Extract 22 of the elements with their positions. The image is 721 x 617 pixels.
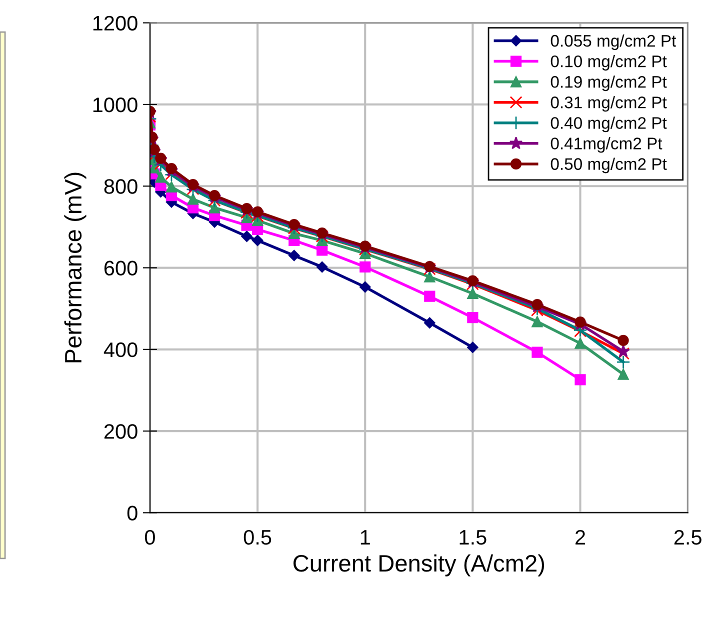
legend-label: 0.41mg/cm2 Pt (550, 137, 662, 153)
x-tick-label: 1.5 (460, 530, 486, 545)
x-tick-label: 2.5 (674, 530, 702, 545)
y-tick-label: 800 (104, 179, 138, 194)
x-axis-title: Current Density (A/cm2) (293, 554, 544, 576)
x-tick-label: 0 (144, 530, 155, 545)
x-tick-label: 0.5 (244, 530, 272, 545)
legend-label: 0.10 mg/cm2 Pt (550, 55, 667, 71)
y-tick-label: 200 (104, 424, 138, 439)
legend-label: 0.055 mg/cm2 Pt (550, 34, 676, 50)
y-tick-label: 1200 (93, 16, 138, 31)
y-tick-label: 0 (127, 506, 138, 520)
legend-label: 0.19 mg/cm2 Pt (550, 76, 667, 92)
x-tick-label: 1 (360, 530, 370, 544)
legend-label: 0.50 mg/cm2 Pt (550, 158, 667, 174)
y-tick-label: 600 (104, 260, 138, 276)
y-tick-label: 1000 (93, 97, 138, 112)
legend-label: 0.31 mg/cm2 Pt (550, 96, 667, 112)
y-tick-label: 400 (104, 342, 138, 358)
legend-label: 0.40 mg/cm2 Pt (550, 116, 667, 132)
y-axis-title: Performance (mV) (64, 172, 86, 362)
x-tick-label: 2 (576, 530, 586, 544)
